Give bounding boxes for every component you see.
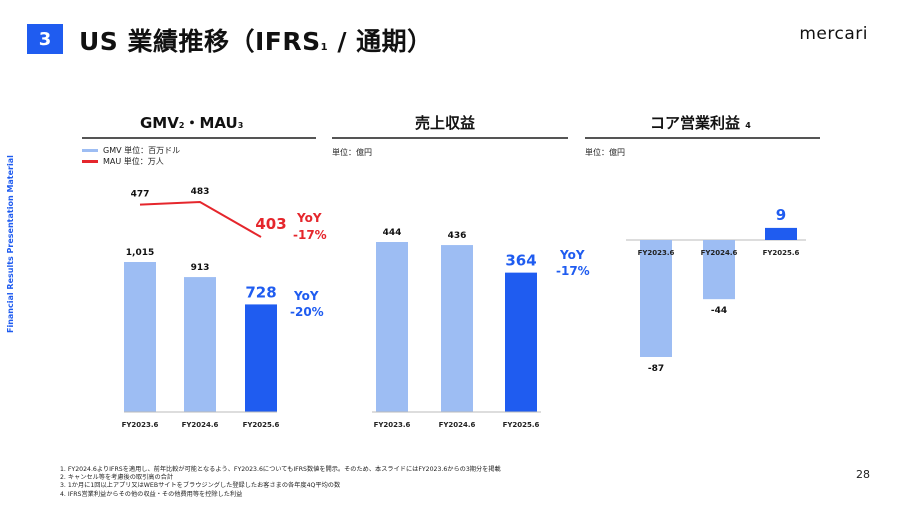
op-value-label: -87 <box>648 364 664 374</box>
section-number-badge: 3 <box>27 24 63 54</box>
revenue-category-label: FY2025.6 <box>503 421 540 429</box>
footnote: 2. キャンセル等を考慮後の取引高の合計 <box>60 474 174 482</box>
footnote: 4. IFRS営業利益からその他の収益・その他費用等を控除した利益 <box>60 490 243 498</box>
revenue-yoy-label: YoY <box>559 248 585 262</box>
revenue-unit: 単位：億円 <box>332 148 372 157</box>
revenue-yoy-value: -17% <box>556 264 590 278</box>
op-category-label: FY2024.6 <box>701 249 738 257</box>
gmv-category-label: FY2023.6 <box>122 421 159 429</box>
op-bar <box>640 240 672 357</box>
revenue-panel-rule <box>332 137 568 139</box>
op-panel-title: コア営業利益 4 <box>650 114 751 132</box>
brand-logo: mercari <box>799 24 868 44</box>
gmv-bar <box>184 277 216 412</box>
mau-value-label: 483 <box>191 187 210 197</box>
legend-gmv-swatch <box>82 149 98 152</box>
legend-gmv: GMV 単位：百万ドル <box>82 145 180 156</box>
revenue-bar <box>441 245 473 412</box>
gmv-bar <box>245 304 277 412</box>
op-value-label: 9 <box>776 206 786 224</box>
op-bar <box>765 227 797 240</box>
revenue-category-label: FY2024.6 <box>439 421 476 429</box>
mau-line <box>139 200 262 238</box>
revenue-panel-title: 売上収益 <box>415 114 476 132</box>
op-unit: 単位：億円 <box>585 148 625 157</box>
revenue-bar <box>376 242 408 412</box>
legend-mau: MAU 単位：万人 <box>82 156 164 167</box>
footnote: 3. 1か月に1回以上アプリ又はWEBサイトをブラウジングした登録したお客さまの… <box>60 482 341 490</box>
op-bar <box>703 240 735 300</box>
page-number: 28 <box>856 468 870 481</box>
mau-value-label: 403 <box>255 215 286 233</box>
revenue-value-label: 436 <box>448 231 467 241</box>
gmv-value-label: 728 <box>245 283 276 301</box>
gmv-panel-rule <box>82 137 316 139</box>
gmv-bar <box>124 262 156 412</box>
page-title: US 業績推移（IFRS1 / 通期） <box>79 27 433 56</box>
gmv-yoy-label: YoY <box>293 289 319 303</box>
gmv-yoy-value: -20% <box>290 305 324 319</box>
mau-yoy-value: -17% <box>293 228 327 242</box>
gmv-panel-title: GMV2・MAU3 <box>140 114 244 132</box>
mau-value-label: 477 <box>131 190 150 200</box>
revenue-bar <box>505 272 537 412</box>
revenue-value-label: 444 <box>383 228 402 238</box>
gmv-value-label: 1,015 <box>126 248 154 258</box>
op-panel-rule <box>585 137 820 139</box>
op-value-label: -44 <box>711 306 727 316</box>
mau-yoy-label: YoY <box>296 211 322 225</box>
gmv-category-label: FY2025.6 <box>243 421 280 429</box>
gmv-value-label: 913 <box>191 263 210 273</box>
op-category-label: FY2023.6 <box>638 249 675 257</box>
revenue-category-label: FY2023.6 <box>374 421 411 429</box>
footnotes: 1. FY2024.6よりIFRSを適用し、前年比較が可能となるよう、FY202… <box>60 466 501 499</box>
revenue-value-label: 364 <box>505 252 536 270</box>
legend-mau-swatch <box>82 160 98 163</box>
gmv-category-label: FY2024.6 <box>182 421 219 429</box>
footnote: 1. FY2024.6よりIFRSを適用し、前年比較が可能となるよう、FY202… <box>60 466 501 473</box>
op-category-label: FY2025.6 <box>763 249 800 257</box>
